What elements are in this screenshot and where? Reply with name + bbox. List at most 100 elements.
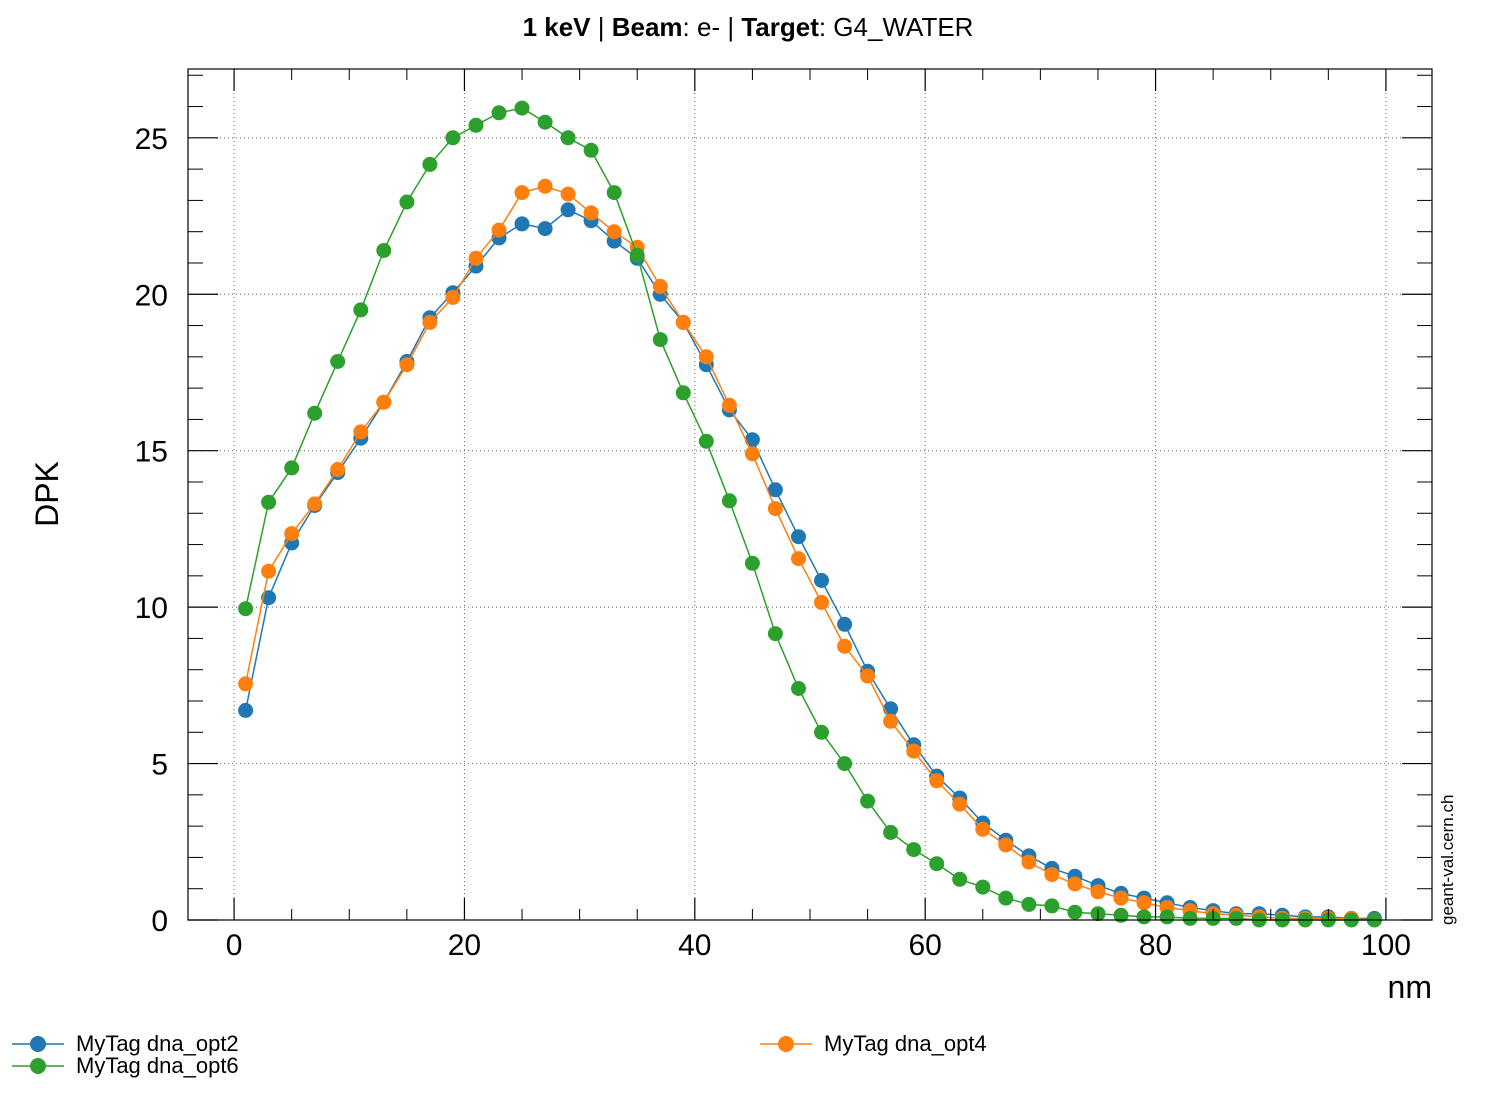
chart-title: 1 keV | Beam: e- | Target: G4_WATER bbox=[523, 12, 974, 42]
data-point bbox=[698, 433, 714, 449]
y-tick-label: 0 bbox=[151, 905, 168, 938]
data-point bbox=[952, 796, 968, 812]
data-point bbox=[537, 178, 553, 194]
data-point bbox=[767, 626, 783, 642]
data-point bbox=[1182, 910, 1198, 926]
series-layer bbox=[238, 100, 1382, 928]
x-tick-label: 100 bbox=[1361, 929, 1411, 962]
y-tick-label: 5 bbox=[151, 749, 168, 782]
data-point bbox=[1228, 910, 1244, 926]
x-tick-label: 40 bbox=[678, 929, 711, 962]
data-point bbox=[929, 856, 945, 872]
data-point bbox=[1113, 890, 1129, 906]
legend-item: MyTag dna_opt2 bbox=[12, 1031, 239, 1056]
data-point bbox=[1136, 909, 1152, 925]
data-point bbox=[537, 114, 553, 130]
data-point bbox=[744, 446, 760, 462]
data-point bbox=[491, 105, 507, 121]
data-point bbox=[583, 205, 599, 221]
data-point bbox=[445, 289, 461, 305]
grid-lines bbox=[188, 69, 1432, 921]
data-point bbox=[1044, 867, 1060, 883]
data-point bbox=[998, 837, 1014, 853]
data-point bbox=[238, 676, 254, 692]
data-point bbox=[261, 563, 277, 579]
data-point bbox=[1067, 904, 1083, 920]
data-point bbox=[353, 424, 369, 440]
data-point bbox=[675, 314, 691, 330]
data-point bbox=[330, 462, 346, 477]
data-point bbox=[491, 222, 507, 238]
data-point bbox=[468, 117, 484, 133]
data-point bbox=[629, 247, 645, 263]
x-tick-label: 0 bbox=[226, 929, 243, 962]
data-point bbox=[376, 243, 392, 258]
data-point bbox=[606, 224, 622, 240]
data-point bbox=[791, 681, 806, 696]
legend-item: MyTag dna_opt6 bbox=[12, 1053, 239, 1078]
data-point bbox=[906, 842, 922, 858]
data-point bbox=[261, 494, 277, 510]
data-point bbox=[514, 216, 530, 232]
legend-marker bbox=[30, 1058, 46, 1074]
data-point bbox=[837, 616, 853, 632]
series-3 bbox=[238, 100, 1382, 928]
data-point bbox=[514, 100, 530, 116]
data-point bbox=[744, 432, 760, 448]
data-point bbox=[929, 773, 945, 789]
title-part: | bbox=[591, 12, 612, 42]
y-tick-label: 20 bbox=[135, 279, 168, 312]
legend-label: MyTag dna_opt4 bbox=[824, 1031, 987, 1056]
data-point bbox=[975, 821, 991, 837]
data-point bbox=[814, 573, 829, 588]
data-point bbox=[606, 185, 622, 201]
axes: 0 20 40 60 80 100 0 5 10 15 20 25 bbox=[135, 69, 1432, 962]
data-point bbox=[675, 385, 691, 401]
data-point bbox=[330, 354, 346, 369]
data-point bbox=[1090, 884, 1106, 900]
title-part: 1 keV bbox=[523, 12, 592, 42]
data-point bbox=[537, 221, 553, 237]
data-point bbox=[721, 493, 737, 509]
data-point bbox=[468, 250, 484, 266]
legend-label: MyTag dna_opt2 bbox=[76, 1031, 239, 1056]
data-point bbox=[814, 724, 829, 740]
data-point bbox=[422, 156, 438, 172]
data-point bbox=[791, 529, 806, 545]
title-part: : G4_WATER bbox=[819, 12, 974, 42]
data-point bbox=[906, 743, 922, 759]
data-point bbox=[883, 713, 899, 729]
title-part: : e- | bbox=[683, 12, 742, 42]
data-point bbox=[399, 194, 415, 210]
data-point bbox=[307, 496, 323, 512]
data-point bbox=[238, 702, 254, 718]
legend-marker bbox=[30, 1036, 46, 1052]
data-point bbox=[837, 756, 853, 772]
legend-marker bbox=[778, 1036, 794, 1052]
y-tick-label: 10 bbox=[135, 592, 168, 625]
data-point bbox=[1021, 854, 1037, 870]
y-tick-label: 25 bbox=[135, 123, 168, 156]
plot-frame bbox=[187, 68, 1433, 921]
data-point bbox=[514, 185, 530, 201]
data-point bbox=[883, 824, 899, 840]
legend: MyTag dna_opt2 MyTag dna_opt4 MyTag dna_op… bbox=[12, 1031, 987, 1078]
data-point bbox=[652, 332, 668, 348]
data-point bbox=[814, 594, 829, 610]
data-point bbox=[1159, 909, 1175, 925]
data-point bbox=[376, 394, 392, 410]
data-point bbox=[560, 130, 576, 146]
watermark-label: geant-val.cern.ch bbox=[1438, 795, 1457, 925]
data-point bbox=[721, 397, 737, 413]
data-point bbox=[952, 871, 968, 887]
data-point bbox=[698, 349, 714, 365]
data-point bbox=[767, 482, 783, 498]
y-axis-label: DPK bbox=[29, 461, 65, 527]
data-point bbox=[560, 186, 576, 202]
data-point bbox=[975, 879, 991, 895]
data-point bbox=[1044, 898, 1060, 914]
series-line bbox=[244, 107, 1375, 921]
data-point bbox=[652, 278, 668, 294]
data-point bbox=[767, 501, 783, 517]
